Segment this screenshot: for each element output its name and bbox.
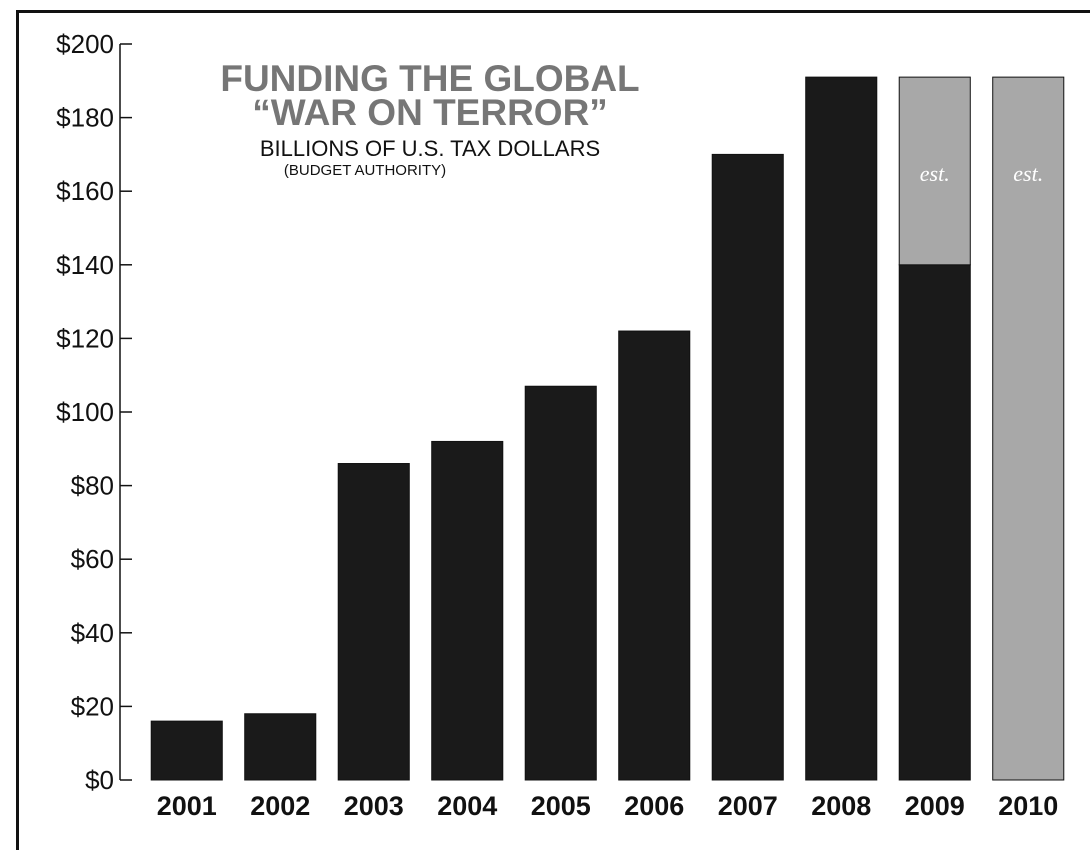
bar-2004-series-1 (431, 440, 504, 781)
y-tick-label: $180 (56, 103, 114, 133)
bar-2009-series-1 (898, 264, 971, 781)
x-tick-label: 2007 (718, 791, 778, 821)
bar-chart: $0 $20 $40 $60 $80 $100 $120 $140 $160 $180 $200 2… (56, 29, 1065, 821)
bar-2002-series-1 (244, 713, 317, 781)
bar-2009-series-2 (898, 76, 971, 266)
bar-2010-series-2 (992, 76, 1065, 781)
chart-note: (BUDGET AUTHORITY) (283, 162, 447, 179)
x-tick-label: 2010 (998, 791, 1058, 821)
chart-title-block: FUNDING THE GLOBAL “WAR ON TERROR” BILLI… (150, 58, 710, 180)
chart-title-line-2: “WAR ON TERROR” (252, 92, 608, 133)
x-tick-label: 2009 (905, 791, 965, 821)
y-tick-label: $20 (71, 691, 114, 721)
bar-annotation-2009: est. (920, 161, 950, 186)
bar-2007-series-1 (711, 153, 784, 781)
bars (150, 76, 1065, 781)
y-tick-label: $40 (71, 618, 114, 648)
y-tick-label: $200 (56, 29, 114, 59)
bar-2008-series-1 (805, 76, 878, 781)
y-tick-label: $80 (71, 471, 114, 501)
bar-annotation-2010: est. (1013, 161, 1043, 186)
y-tick-label: $60 (71, 544, 114, 574)
x-tick-label: 2003 (344, 791, 404, 821)
x-tick-label: 2005 (531, 791, 591, 821)
y-axis: $0 $20 $40 $60 $80 $100 $120 $140 $160 $180 $200 (56, 29, 132, 795)
bar-2006-series-1 (618, 330, 691, 781)
x-tick-label: 2008 (811, 791, 871, 821)
x-tick-label: 2002 (250, 791, 310, 821)
labels: 2001 2002 2003 2004 2005 2006 2007 2008 est. 2009… (157, 161, 1059, 821)
chart-title-line-1: FUNDING THE GLOBAL (220, 58, 640, 99)
y-tick-label: $100 (56, 397, 114, 427)
bar-2003-series-1 (337, 463, 410, 781)
chart-subtitle: BILLIONS OF U.S. TAX DOLLARS (259, 136, 601, 161)
y-tick-label: $160 (56, 176, 114, 206)
bar-2005-series-1 (524, 385, 597, 781)
chart-frame (16, 10, 1090, 850)
y-tick-label: $140 (56, 250, 114, 280)
y-tick-label: $120 (56, 323, 114, 353)
x-tick-label: 2004 (437, 791, 497, 821)
x-tick-label: 2001 (157, 791, 217, 821)
y-tick-label: $0 (85, 765, 114, 795)
bar-2001-series-1 (150, 720, 223, 781)
x-tick-label: 2006 (624, 791, 684, 821)
